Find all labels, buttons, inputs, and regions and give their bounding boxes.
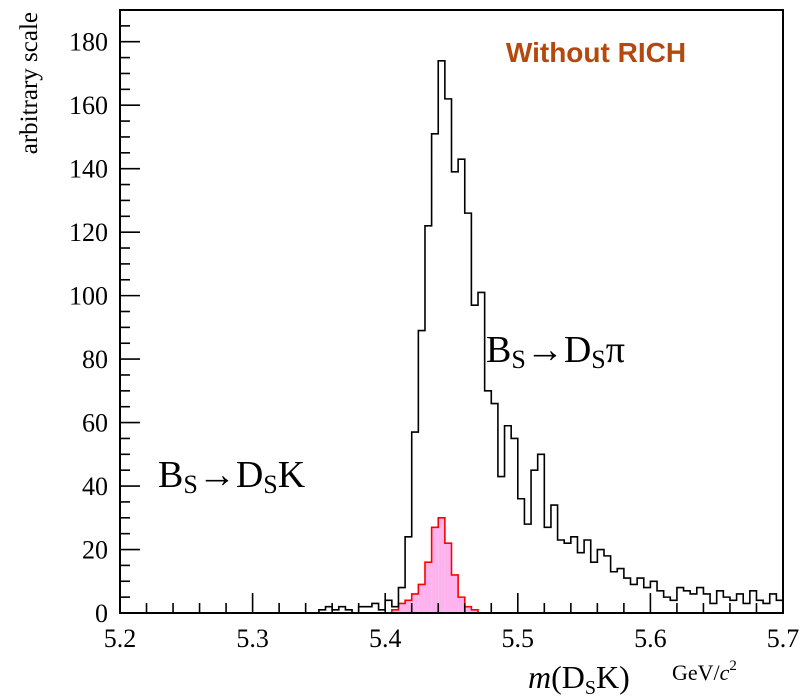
series-0 — [120, 59, 783, 614]
x-tick-label: 5.4 — [369, 624, 402, 653]
series-1-bin-49 — [444, 543, 452, 613]
series-1-bin-48 — [438, 517, 445, 613]
y-tick-label: 60 — [82, 409, 108, 438]
x-tick-label: 5.3 — [236, 624, 269, 653]
series-label-bs-dsk: BS→DSK — [158, 454, 306, 499]
x-tick-label: 5.7 — [767, 624, 800, 653]
series-1-bin-52 — [464, 606, 472, 613]
y-tick-label: 20 — [82, 536, 108, 565]
series-1-bin-44 — [411, 593, 419, 613]
x-axis-title: m(DSK) — [528, 659, 630, 698]
series-1-bin-43 — [405, 600, 412, 613]
y-tick-label: 80 — [82, 345, 108, 374]
series-1 — [120, 516, 783, 614]
x-tick-label: 5.5 — [502, 624, 535, 653]
y-tick-label: 180 — [69, 28, 108, 57]
series-0-outline — [120, 59, 783, 614]
histogram-marks — [120, 59, 783, 614]
series-label-bs-dspi: BS→DSπ — [486, 329, 625, 374]
y-axis-title: arbitrary scale — [16, 12, 43, 154]
chart-title: Without RICH — [506, 37, 686, 68]
x-tick-label: 5.2 — [104, 624, 137, 653]
y-tick-label: 160 — [69, 91, 108, 120]
x-axis-unit: GeV/c2 — [672, 658, 737, 685]
y-tick-label: 140 — [69, 155, 108, 184]
y-tick-label: 40 — [82, 472, 108, 501]
series-1-bin-45 — [418, 584, 425, 613]
series-1-bin-47 — [431, 527, 439, 613]
series-1-bin-50 — [451, 574, 459, 613]
y-tick-label: 120 — [69, 218, 108, 247]
series-1-bin-51 — [458, 597, 465, 613]
y-tick-label: 0 — [95, 599, 108, 628]
series-1-bin-46 — [424, 562, 432, 613]
x-tick-label: 5.6 — [634, 624, 667, 653]
series-1-bin-41 — [391, 609, 399, 613]
y-tick-label: 100 — [69, 282, 108, 311]
series-1-bin-42 — [398, 603, 406, 613]
series-1-bin-53 — [471, 609, 479, 613]
axes: 5.2 5.3 5.4 5.5 5.6 5.7 0 20 40 60 80 100 120 140 160 1… — [69, 9, 800, 653]
